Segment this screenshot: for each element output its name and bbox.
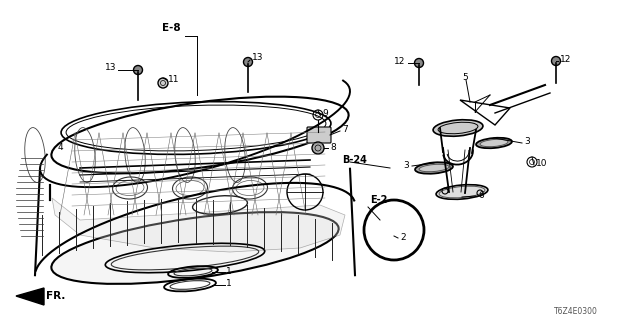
Ellipse shape xyxy=(476,138,512,148)
Text: 4: 4 xyxy=(58,143,63,153)
Circle shape xyxy=(158,78,168,88)
Text: 6: 6 xyxy=(478,190,484,199)
Text: 3: 3 xyxy=(403,161,409,170)
Text: E-8: E-8 xyxy=(162,23,180,33)
Text: 11: 11 xyxy=(168,76,179,84)
Ellipse shape xyxy=(419,164,449,172)
Text: 7: 7 xyxy=(342,125,348,134)
Polygon shape xyxy=(16,288,44,305)
Ellipse shape xyxy=(480,139,508,147)
Text: E-2: E-2 xyxy=(370,195,387,205)
Ellipse shape xyxy=(51,212,339,284)
Text: 13: 13 xyxy=(105,63,116,73)
Text: FR.: FR. xyxy=(46,291,65,301)
Circle shape xyxy=(243,58,253,67)
Circle shape xyxy=(134,66,143,75)
Polygon shape xyxy=(52,198,345,252)
Ellipse shape xyxy=(415,162,453,174)
Text: B-24: B-24 xyxy=(342,155,367,165)
Text: 10: 10 xyxy=(536,159,547,169)
Text: 8: 8 xyxy=(330,142,336,151)
Text: T6Z4E0300: T6Z4E0300 xyxy=(554,308,598,316)
Text: 12: 12 xyxy=(560,55,572,65)
Ellipse shape xyxy=(436,185,488,199)
Text: 5: 5 xyxy=(462,74,468,83)
Text: 1: 1 xyxy=(226,267,232,276)
Circle shape xyxy=(415,59,424,68)
FancyBboxPatch shape xyxy=(307,127,331,143)
Circle shape xyxy=(312,142,324,154)
Ellipse shape xyxy=(433,120,483,136)
Text: 3: 3 xyxy=(524,138,530,147)
Text: 9: 9 xyxy=(322,108,328,117)
Circle shape xyxy=(552,57,561,66)
Text: 13: 13 xyxy=(252,53,264,62)
Text: 2: 2 xyxy=(400,233,406,242)
Text: 1: 1 xyxy=(226,279,232,289)
Text: 12: 12 xyxy=(394,58,405,67)
